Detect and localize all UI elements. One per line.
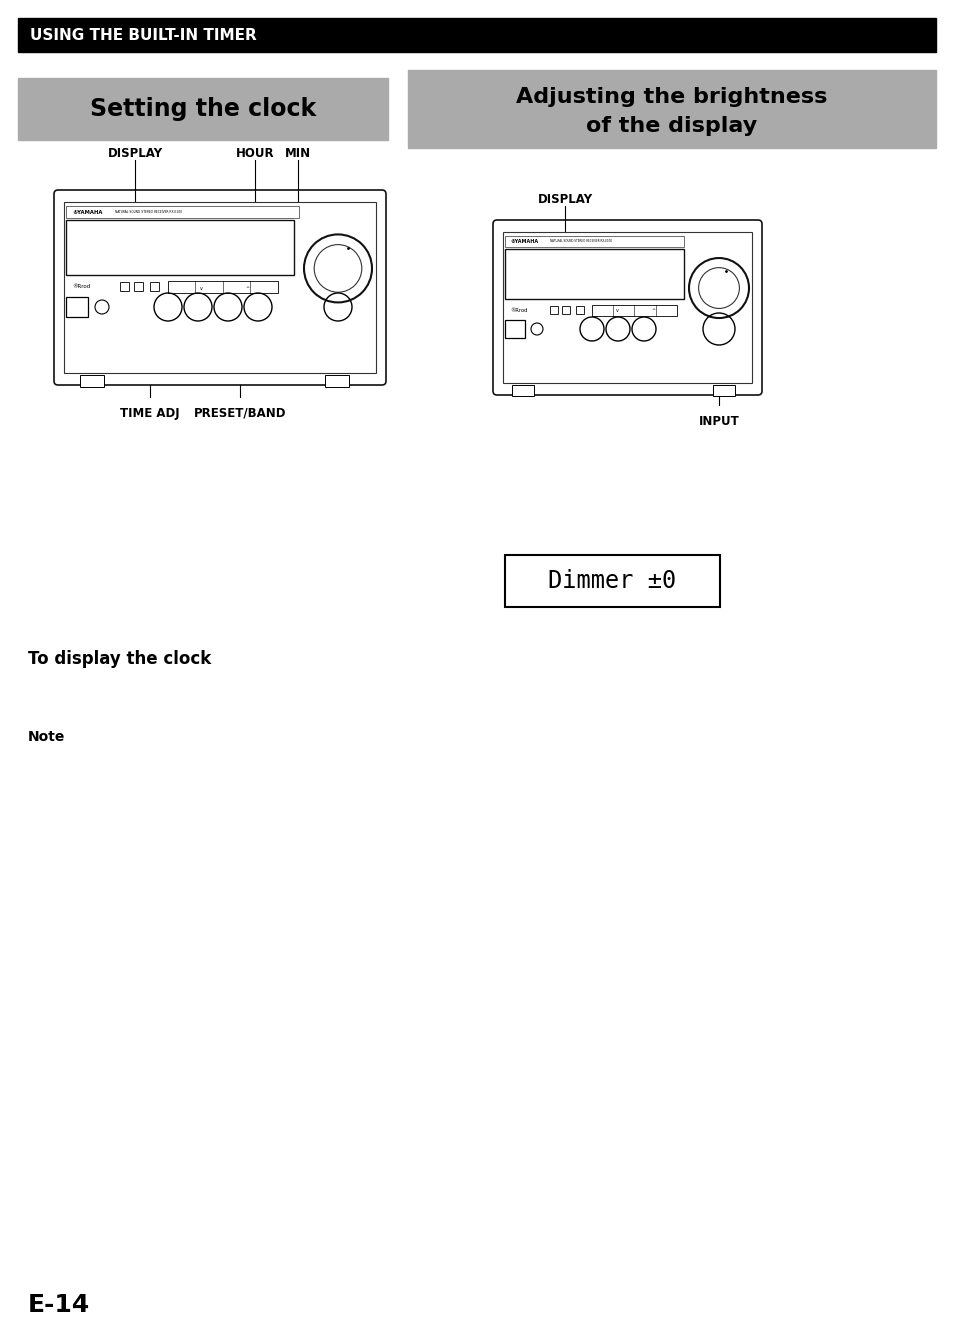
Bar: [408, 70, 935, 148]
Text: NATURAL SOUND STEREO RECEIVER RX-E100: NATURAL SOUND STEREO RECEIVER RX-E100: [550, 239, 611, 243]
Text: HOUR: HOUR: [235, 146, 274, 160]
Text: NATURAL SOUND STEREO RECEIVER RX-E100: NATURAL SOUND STEREO RECEIVER RX-E100: [115, 210, 182, 214]
Text: v: v: [616, 309, 618, 313]
Bar: [576, 306, 583, 314]
Bar: [18, 78, 388, 140]
Bar: [504, 320, 524, 338]
Text: DISPLAY: DISPLAY: [537, 193, 592, 205]
Text: PRESET/BAND: PRESET/BAND: [193, 407, 286, 420]
Text: Adjusting the brightness: Adjusting the brightness: [516, 87, 827, 107]
Text: of the display: of the display: [586, 115, 757, 136]
Text: ^: ^: [651, 309, 655, 313]
Bar: [504, 236, 683, 247]
Bar: [561, 306, 569, 314]
Text: USING THE BUILT-IN TIMER: USING THE BUILT-IN TIMER: [30, 27, 256, 43]
Bar: [150, 282, 159, 291]
Bar: [325, 375, 349, 387]
Text: E-14: E-14: [28, 1293, 91, 1317]
Bar: [168, 281, 277, 293]
Bar: [80, 375, 104, 387]
Bar: [66, 205, 298, 218]
Text: Dimmer ±0: Dimmer ±0: [548, 569, 676, 594]
Text: INPUT: INPUT: [698, 415, 739, 428]
Text: ^: ^: [245, 286, 249, 290]
Bar: [120, 282, 129, 291]
Bar: [66, 297, 88, 317]
Bar: [64, 201, 375, 373]
Text: TIME ADJ: TIME ADJ: [120, 407, 179, 420]
Bar: [550, 306, 558, 314]
Text: Setting the clock: Setting the clock: [90, 97, 315, 121]
Text: ®YAMAHA: ®YAMAHA: [510, 239, 537, 244]
Bar: [502, 232, 751, 383]
Bar: [18, 17, 935, 52]
Text: To display the clock: To display the clock: [28, 650, 211, 667]
Bar: [504, 555, 720, 607]
Bar: [133, 282, 143, 291]
Bar: [66, 220, 294, 275]
Text: MIN: MIN: [285, 146, 311, 160]
Bar: [712, 385, 734, 396]
FancyBboxPatch shape: [54, 189, 386, 385]
Text: ®Rrod: ®Rrod: [71, 285, 91, 290]
Bar: [512, 385, 534, 396]
Text: DISPLAY: DISPLAY: [108, 146, 162, 160]
Text: ®YAMAHA: ®YAMAHA: [71, 210, 102, 215]
Text: Note: Note: [28, 731, 66, 744]
Text: ®Rrod: ®Rrod: [510, 309, 527, 313]
Bar: [504, 248, 683, 299]
FancyBboxPatch shape: [493, 220, 761, 395]
Bar: [592, 305, 677, 316]
Text: v: v: [199, 286, 202, 290]
